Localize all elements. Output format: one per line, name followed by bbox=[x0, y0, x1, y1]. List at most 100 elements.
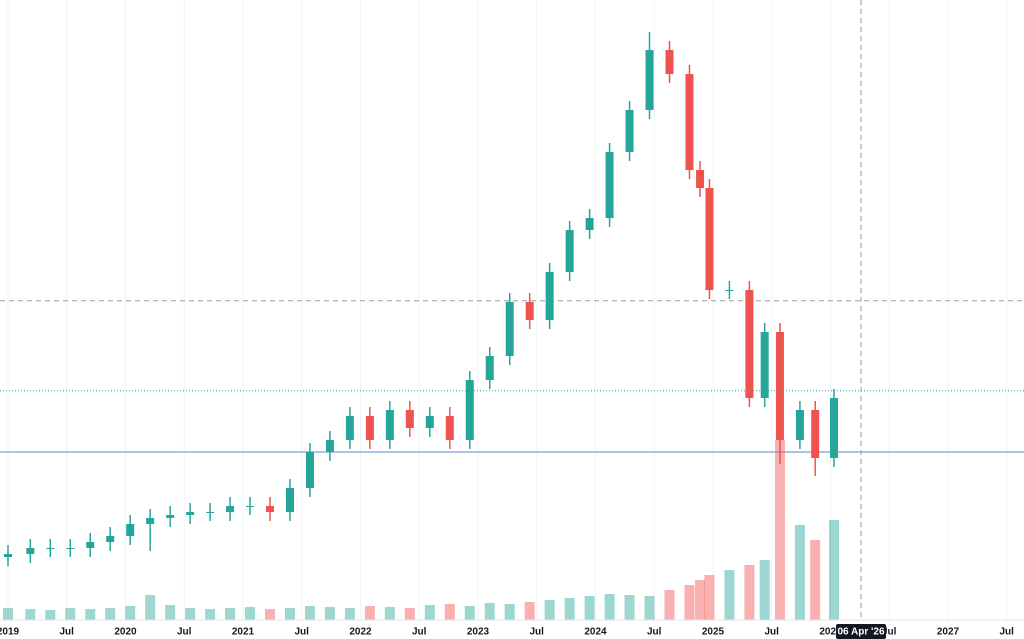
x-tick-label: Jul bbox=[530, 627, 545, 638]
candle-body bbox=[246, 506, 255, 507]
x-tick-label: 2023 bbox=[467, 627, 490, 638]
candle-body bbox=[696, 170, 705, 188]
volume-bar bbox=[364, 606, 375, 620]
volume-bar bbox=[759, 560, 770, 620]
candle-body bbox=[266, 506, 275, 512]
volume-bar bbox=[444, 604, 455, 620]
candle-body bbox=[665, 50, 674, 74]
volume-bar bbox=[524, 602, 535, 620]
candle-body bbox=[46, 548, 55, 549]
x-tick-label: 2027 bbox=[937, 627, 960, 638]
candle-body bbox=[485, 356, 494, 380]
x-tick-label: Jul bbox=[412, 627, 427, 638]
x-tick-label: 2020 bbox=[114, 627, 137, 638]
volume-bar bbox=[344, 608, 355, 620]
volume-bar bbox=[384, 607, 395, 620]
candle-body bbox=[830, 398, 839, 458]
candle-body bbox=[625, 110, 634, 152]
candle-body bbox=[525, 302, 534, 320]
candle-body bbox=[745, 290, 754, 398]
volume-bar bbox=[324, 607, 335, 620]
volume-bar bbox=[45, 610, 56, 620]
x-tick-label: Jul bbox=[60, 627, 75, 638]
volume-bar bbox=[810, 540, 821, 620]
volume-bar bbox=[584, 596, 595, 620]
candle-body bbox=[585, 218, 594, 230]
candle-body bbox=[285, 488, 294, 512]
candle-body bbox=[645, 50, 654, 110]
candle-body bbox=[445, 416, 454, 440]
x-tick-label: Jul bbox=[1000, 627, 1015, 638]
volume-bar bbox=[304, 606, 315, 620]
volume-bar bbox=[504, 604, 515, 620]
volume-bar bbox=[165, 605, 176, 620]
candle-body bbox=[86, 542, 95, 548]
candle-body bbox=[66, 548, 75, 549]
candle-body bbox=[226, 506, 235, 512]
candle-body bbox=[465, 380, 474, 440]
candle-body bbox=[186, 512, 195, 515]
x-tick-label: 2022 bbox=[349, 627, 372, 638]
x-tick-label: Jul bbox=[295, 627, 310, 638]
volume-bar bbox=[604, 594, 615, 620]
volume-bar bbox=[404, 608, 415, 620]
candle-body bbox=[685, 74, 694, 170]
crosshair-label-box bbox=[836, 624, 887, 639]
volume-bar bbox=[695, 580, 706, 620]
candle-body bbox=[305, 452, 314, 488]
volume-bar bbox=[744, 565, 755, 620]
candle-body bbox=[345, 416, 354, 440]
volume-bar bbox=[564, 598, 575, 620]
candle-body bbox=[146, 518, 155, 524]
x-tick-label: 2019 bbox=[0, 627, 20, 638]
x-tick-label: 2024 bbox=[584, 627, 607, 638]
x-tick-label: Jul bbox=[177, 627, 192, 638]
volume-bar bbox=[774, 440, 785, 620]
candle-body bbox=[405, 410, 414, 428]
x-tick-label: 2026 bbox=[819, 627, 842, 638]
volume-bar bbox=[484, 603, 495, 620]
volume-bar bbox=[65, 608, 76, 620]
volume-bar bbox=[185, 608, 196, 620]
volume-bar bbox=[2, 608, 13, 620]
candle-body bbox=[795, 410, 804, 440]
candle-body bbox=[206, 512, 215, 513]
candle-body bbox=[545, 272, 554, 320]
volume-bar bbox=[624, 595, 635, 620]
candle-body bbox=[3, 554, 12, 557]
candle-body bbox=[106, 536, 115, 542]
candle-body bbox=[26, 548, 35, 554]
volume-bar bbox=[684, 585, 695, 620]
volume-bar bbox=[704, 575, 715, 620]
candle-body bbox=[166, 515, 175, 518]
candle-body bbox=[775, 332, 784, 440]
volume-bar bbox=[464, 606, 475, 620]
volume-bar bbox=[664, 590, 675, 620]
candle-body bbox=[325, 440, 334, 452]
candle-body bbox=[126, 524, 135, 536]
volume-bar bbox=[205, 609, 216, 620]
x-tick-label: Jul bbox=[765, 627, 780, 638]
candle-body bbox=[385, 410, 394, 440]
crosshair-label: 06 Apr '26 bbox=[838, 627, 885, 638]
x-tick-label: Jul bbox=[882, 627, 897, 638]
x-tick-label: Jul bbox=[647, 627, 662, 638]
x-tick-label: 2025 bbox=[702, 627, 725, 638]
volume-bar bbox=[245, 607, 256, 620]
volume-bar bbox=[284, 608, 295, 620]
candle-body bbox=[760, 332, 769, 398]
volume-bar bbox=[424, 605, 435, 620]
volume-bar bbox=[265, 609, 276, 620]
candle-body bbox=[425, 416, 434, 428]
volume-bar bbox=[829, 520, 840, 620]
candle-body bbox=[705, 188, 714, 290]
candle-body bbox=[365, 416, 374, 440]
volume-bar bbox=[544, 600, 555, 620]
volume-bar bbox=[644, 596, 655, 620]
volume-bar bbox=[724, 570, 735, 620]
volume-bar bbox=[105, 608, 116, 620]
volume-bar bbox=[125, 606, 136, 620]
candle-body bbox=[565, 230, 574, 272]
volume-bar bbox=[225, 608, 236, 620]
